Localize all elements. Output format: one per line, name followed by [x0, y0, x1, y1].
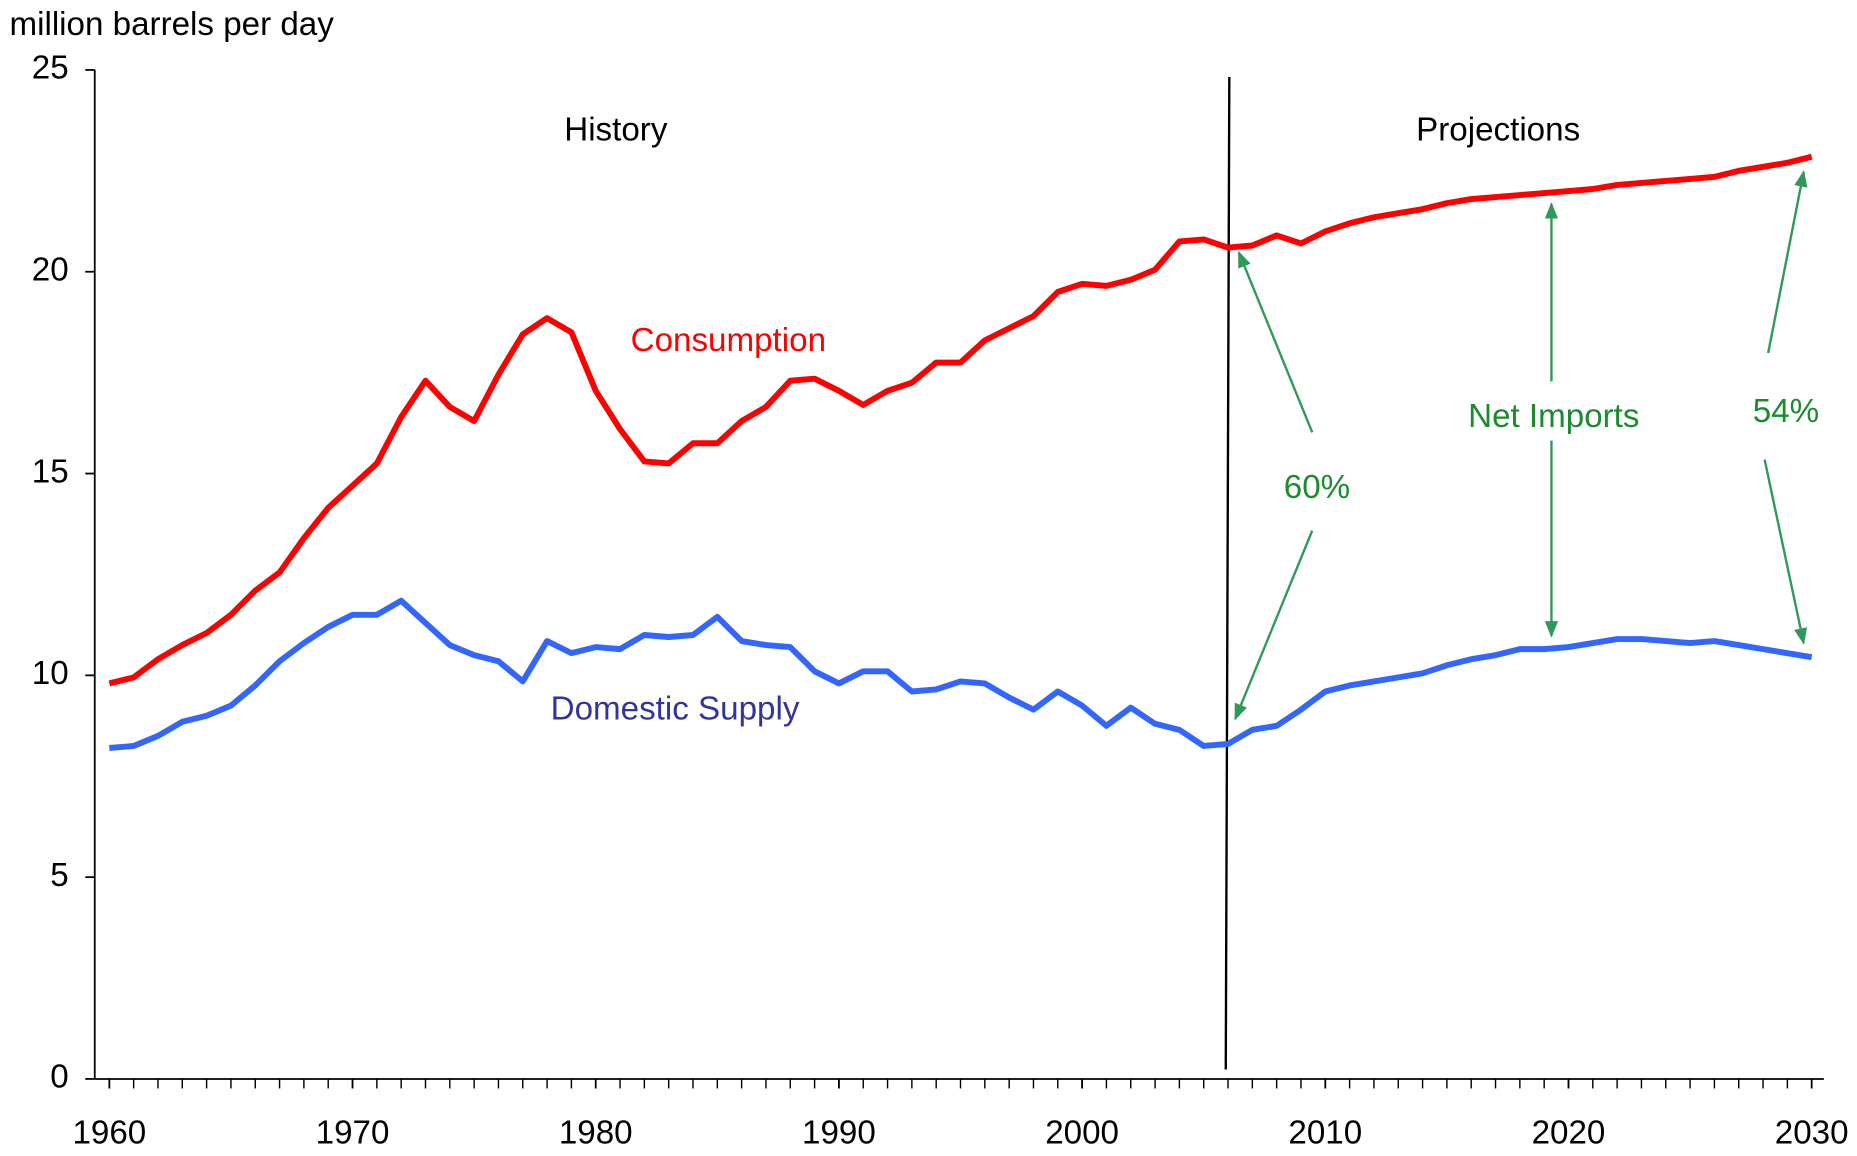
projections-label: Projections [1416, 111, 1580, 148]
arrow [1237, 250, 1314, 433]
arrow [1767, 170, 1808, 354]
y-tick-label: 10 [32, 655, 69, 692]
x-tick-label: 2020 [1532, 1114, 1606, 1151]
y-tick-label: 0 [50, 1059, 68, 1096]
y-axis-label: million barrels per day [9, 6, 334, 43]
arrow [1763, 459, 1808, 645]
x-tick-label: 2010 [1288, 1114, 1362, 1151]
x-tick-label: 1970 [316, 1114, 390, 1151]
y-tick-label: 5 [50, 857, 68, 894]
y-tick-label: 15 [32, 453, 69, 490]
x-tick-label: 1980 [559, 1114, 633, 1151]
series-label: Consumption [631, 322, 826, 359]
share-label: 54% [1753, 393, 1819, 430]
share-label: 60% [1284, 469, 1350, 506]
arrow [1234, 530, 1314, 721]
x-tick-label: 1960 [72, 1114, 146, 1151]
x-tick-label: 2000 [1045, 1114, 1119, 1151]
x-tick-label: 2030 [1775, 1114, 1849, 1151]
x-tick-label: 1990 [802, 1114, 876, 1151]
history-divider [1224, 77, 1231, 1070]
data-line [108, 153, 1813, 687]
history-label: History [564, 111, 668, 148]
net-imports-label: Net Imports [1468, 398, 1639, 435]
series-label: Domestic Supply [551, 690, 800, 727]
y-tick-label: 20 [32, 252, 69, 289]
data-line [109, 597, 1813, 751]
y-tick-label: 25 [32, 50, 69, 87]
arrows [1234, 170, 1808, 721]
